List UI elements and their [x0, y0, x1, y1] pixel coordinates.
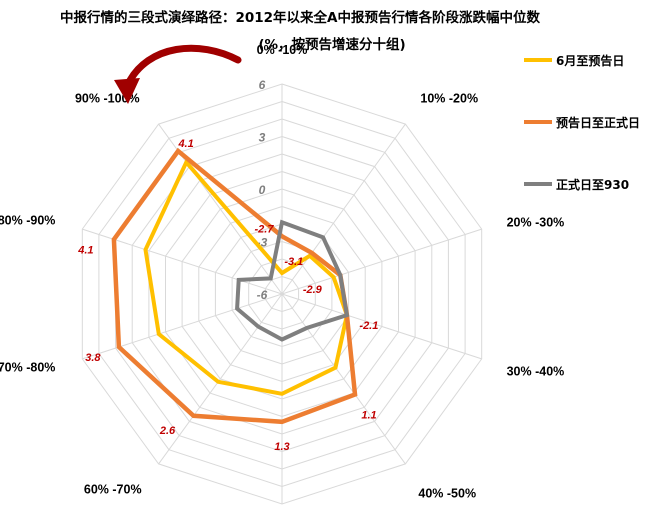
- data-label: 4.1: [77, 244, 93, 256]
- tick-label: 6: [259, 78, 266, 92]
- data-labels: -2.7 -3.1 -2.9 -2.1 1.1 1.3 2.6 3.8 4.1 4.1: [77, 138, 378, 453]
- legend-label: 正式日至930: [556, 177, 629, 192]
- tick-label: 3: [259, 131, 266, 145]
- category-label: 20% -30%: [507, 215, 565, 229]
- data-label: 4.1: [177, 138, 193, 150]
- category-labels: 0% -10%10% -20%20% -30%30% -40%40% -50%5…: [0, 43, 565, 501]
- spoke: [281, 228, 482, 295]
- series-line: [111, 147, 358, 425]
- category-label: 60% -70%: [84, 483, 142, 497]
- data-label: -2.9: [303, 284, 323, 296]
- tick-label: -6: [257, 288, 268, 302]
- spoke: [281, 293, 482, 360]
- series-line: [235, 219, 350, 342]
- data-label: 3.8: [85, 352, 101, 364]
- chart-subtitle: (%，按预告增速分十组): [258, 37, 406, 53]
- radial-tick-labels: 6 3 0 -3 -6: [257, 78, 268, 302]
- radar-spokes: [82, 84, 482, 504]
- legend-label: 6月至预告日: [556, 53, 624, 68]
- data-label: 1.1: [361, 410, 376, 422]
- category-label: 40% -50%: [418, 487, 476, 501]
- category-label: 30% -40%: [507, 365, 565, 379]
- data-label: -2.1: [359, 320, 378, 332]
- category-label: 80% -90%: [0, 213, 55, 227]
- legend-label: 预告日至正式日: [556, 115, 640, 130]
- data-label: 1.3: [274, 441, 289, 453]
- series-lines: [111, 147, 358, 425]
- spoke: [82, 293, 283, 360]
- spoke: [281, 123, 406, 295]
- data-label: -2.7: [255, 223, 275, 235]
- spoke: [281, 293, 406, 465]
- category-label: 0% -10%: [257, 43, 308, 57]
- series-line: [143, 158, 349, 396]
- category-label: 70% -80%: [0, 361, 55, 375]
- chart-title: 中报行情的三段式演绎路径：2012年以来全A中报预告行情各阶段涨跌幅中位数: [59, 10, 541, 26]
- data-label: 2.6: [159, 425, 176, 437]
- rotation-arrow-icon: [114, 44, 242, 104]
- tick-label: -3: [257, 236, 268, 250]
- tick-label: 0: [259, 183, 266, 197]
- spoke: [158, 293, 283, 465]
- data-label: -3.1: [284, 256, 303, 268]
- category-label: 10% -20%: [420, 91, 478, 105]
